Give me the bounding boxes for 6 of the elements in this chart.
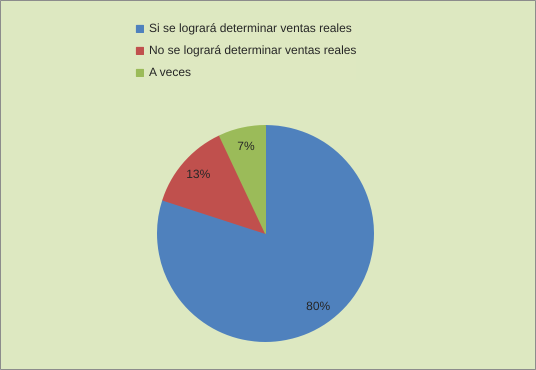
data-label: 13% — [186, 167, 211, 182]
legend-label: Si se logrará determinar ventas reales — [149, 20, 352, 36]
legend-label: No se logrará determinar ventas reales — [149, 42, 356, 58]
data-label: 7% — [237, 139, 255, 154]
legend-label: A veces — [149, 64, 192, 80]
data-label: 80% — [306, 299, 331, 314]
